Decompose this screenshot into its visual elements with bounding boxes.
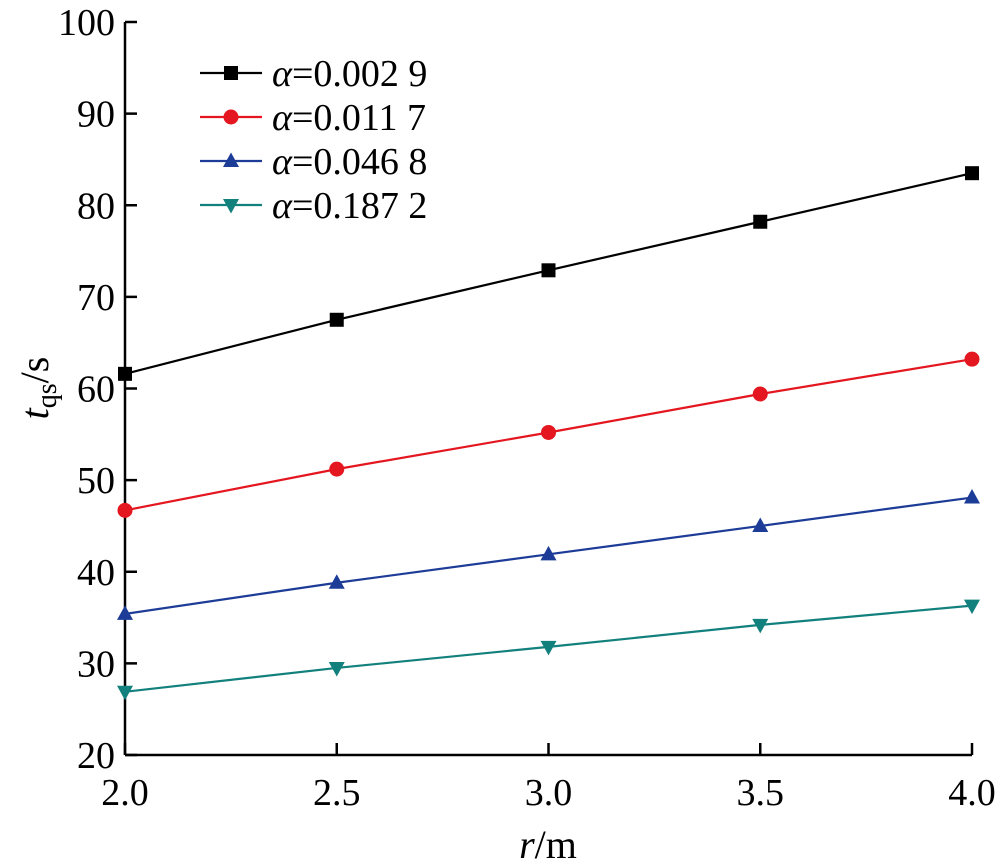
x-tick-label: 4.0 xyxy=(948,772,996,814)
x-tick-label: 3.5 xyxy=(737,772,785,814)
y-axis-label: tqs/s xyxy=(12,357,63,420)
legend-marker xyxy=(224,66,238,80)
y-tick-label: 60 xyxy=(77,369,115,411)
x-tick-label: 3.0 xyxy=(525,772,573,814)
data-point xyxy=(117,685,133,701)
legend-marker xyxy=(223,109,239,125)
y-tick-label: 40 xyxy=(77,552,115,594)
y-tick-label: 90 xyxy=(77,94,115,136)
data-point xyxy=(965,166,979,181)
data-point xyxy=(540,545,557,561)
data-point xyxy=(540,640,557,656)
legend: α=0.002 9α=0.011 7α=0.046 8α=0.187 2 xyxy=(200,53,427,227)
data-point xyxy=(752,386,768,402)
legend-item-2: α=0.011 7 xyxy=(200,97,426,139)
series-1 xyxy=(118,166,979,381)
y-tick-label: 20 xyxy=(77,735,115,777)
data-point xyxy=(541,263,556,278)
x-axis-label: r/m xyxy=(519,822,577,867)
y-tick-label: 100 xyxy=(58,2,115,44)
y-tick-label: 50 xyxy=(77,460,115,502)
data-point xyxy=(964,351,980,367)
data-point xyxy=(328,661,345,677)
legend-item-1: α=0.002 9 xyxy=(200,53,427,95)
y-tick-label: 80 xyxy=(77,185,115,227)
legend-label: α=0.002 9 xyxy=(272,53,427,95)
legend-marker xyxy=(223,199,239,214)
data-point xyxy=(328,574,345,589)
series-4 xyxy=(117,599,980,701)
data-point xyxy=(753,214,768,229)
legend-marker xyxy=(223,152,239,167)
series-3 xyxy=(117,489,980,620)
data-point xyxy=(752,517,769,532)
legend-label: α=0.187 2 xyxy=(272,185,427,227)
data-point xyxy=(752,618,769,634)
data-point xyxy=(117,605,133,620)
data-point xyxy=(541,424,556,440)
series-layer xyxy=(117,166,980,701)
data-point xyxy=(118,366,132,381)
y-tick-label: 30 xyxy=(77,643,115,685)
data-point xyxy=(329,461,345,477)
series-2 xyxy=(117,351,980,518)
x-tick-label: 2.5 xyxy=(313,772,361,814)
data-point xyxy=(117,502,133,518)
legend-item-3: α=0.046 8 xyxy=(200,141,427,183)
ticks: 2.0 2.5 3.0 3.5 4.0 20 30 40 50 60 70 80 90 100 xyxy=(58,2,996,814)
x-tick-label: 2.0 xyxy=(101,772,149,814)
y-tick-label: 70 xyxy=(77,277,115,319)
legend-item-4: α=0.187 2 xyxy=(200,185,427,227)
data-point xyxy=(329,312,344,327)
data-point xyxy=(964,489,980,504)
data-point xyxy=(964,599,980,615)
legend-label: α=0.046 8 xyxy=(272,141,427,183)
legend-label: α=0.011 7 xyxy=(272,97,426,139)
